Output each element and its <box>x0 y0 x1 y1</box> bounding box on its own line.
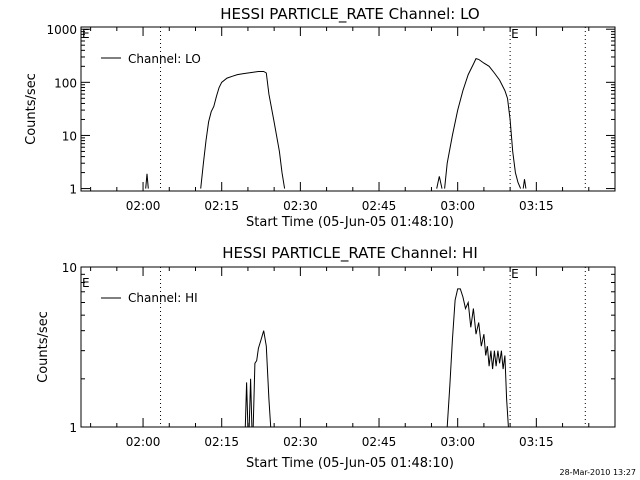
x-tick-label: 03:15 <box>519 199 554 213</box>
hi-channel-rate-line <box>446 288 509 428</box>
hi-panel-corner-label: E <box>82 276 90 290</box>
x-tick-label: 02:30 <box>283 199 318 213</box>
time-marker-label: E <box>511 267 519 281</box>
hi-panel-title: HESSI PARTICLE_RATE Channel: HI <box>222 244 478 263</box>
lo-channel-rate-line <box>436 176 443 189</box>
x-tick-label: 02:45 <box>362 199 397 213</box>
lo-channel-panel: HESSI PARTICLE_RATE Channel: LO Start Ti… <box>24 5 616 230</box>
lo-channel-rate-line <box>522 179 527 189</box>
plot-timestamp: 28-Mar-2010 13:27 <box>560 468 637 477</box>
lo-panel-title: HESSI PARTICLE_RATE Channel: LO <box>220 5 479 24</box>
y-tick-label: 1 <box>69 421 77 435</box>
hi-channel-rate-line <box>252 330 272 428</box>
x-tick-label: 03:15 <box>519 435 554 449</box>
lo-panel-y-axis-label: Counts/sec <box>24 73 39 145</box>
hi-panel-markers: E <box>160 267 586 427</box>
lo-channel-rate-line <box>145 173 149 189</box>
lo-channel-rate-line <box>200 71 286 189</box>
lo-channel-rate-line <box>444 57 522 189</box>
x-tick-label: 02:15 <box>204 199 239 213</box>
y-tick-label: 10 <box>62 129 77 143</box>
hi-channel-panel: HESSI PARTICLE_RATE Channel: HI Start Ti… <box>36 244 616 471</box>
x-tick-label: 02:45 <box>362 435 397 449</box>
hi-panel-y-axis-label: Counts/sec <box>36 311 51 383</box>
x-tick-label: 02:30 <box>283 435 318 449</box>
lo-panel-series <box>145 57 527 189</box>
hi-panel-series <box>244 288 509 428</box>
hi-channel-rate-line <box>248 378 253 428</box>
hi-panel-x-axis-label: Start Time (05-Jun-05 01:48:10) <box>246 456 454 471</box>
x-tick-label: 02:00 <box>126 199 161 213</box>
x-tick-label: 03:00 <box>440 435 475 449</box>
x-tick-label: 02:00 <box>126 435 161 449</box>
x-tick-label: 02:15 <box>204 435 239 449</box>
x-tick-label: 03:00 <box>440 199 475 213</box>
lo-legend-label: Channel: LO <box>128 52 201 66</box>
hi-panel-ticks: 02:00 02:15 02:30 02:45 03:00 03:15 1 10 <box>62 261 615 449</box>
lo-panel-ticks: 02:00 02:15 02:30 02:45 03:00 03:15 1 10 100 1000 <box>46 23 615 213</box>
y-tick-label: 1 <box>69 183 77 197</box>
hi-channel-rate-line <box>244 382 249 428</box>
lo-panel-markers: E <box>160 27 586 191</box>
y-tick-label: 10 <box>62 261 77 275</box>
lo-panel-x-axis-label: Start Time (05-Jun-05 01:48:10) <box>246 215 454 230</box>
lo-panel-legend: Channel: LO <box>101 52 201 66</box>
time-marker-label: E <box>511 27 519 41</box>
lo-panel-plot-frame <box>80 26 616 192</box>
lo-panel-corner-label: E <box>82 27 90 41</box>
hi-legend-label: Channel: HI <box>128 291 198 305</box>
y-tick-label: 100 <box>54 76 77 90</box>
hi-panel-plot-frame <box>80 266 616 428</box>
hi-panel-legend: Channel: HI <box>101 291 198 305</box>
y-tick-label: 1000 <box>46 23 77 37</box>
